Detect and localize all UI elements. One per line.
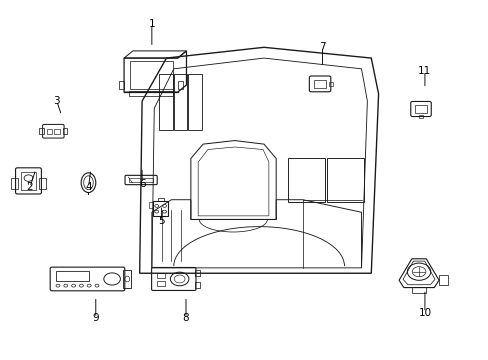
- Bar: [188, 74, 202, 130]
- Bar: [21, 172, 36, 190]
- Bar: [62, 129, 67, 134]
- Bar: [129, 91, 172, 96]
- Text: 4: 4: [85, 182, 92, 192]
- Bar: [159, 74, 172, 130]
- Bar: [173, 74, 187, 130]
- Bar: [129, 178, 153, 182]
- Text: 10: 10: [418, 308, 430, 318]
- Text: 3: 3: [53, 96, 60, 106]
- Bar: [194, 270, 200, 276]
- Text: 9: 9: [92, 313, 99, 323]
- Bar: [194, 282, 200, 288]
- Bar: [157, 273, 164, 278]
- Bar: [288, 158, 325, 202]
- Bar: [46, 129, 52, 134]
- Bar: [418, 115, 423, 118]
- Text: 7: 7: [319, 42, 325, 52]
- Bar: [119, 81, 124, 89]
- Bar: [56, 271, 89, 282]
- Bar: [328, 82, 332, 86]
- Bar: [314, 80, 325, 88]
- Bar: [177, 81, 182, 89]
- Bar: [327, 158, 363, 202]
- Bar: [11, 178, 18, 189]
- Bar: [157, 281, 164, 285]
- Bar: [130, 61, 172, 89]
- Bar: [54, 129, 60, 134]
- Bar: [153, 201, 168, 216]
- Text: 11: 11: [417, 66, 430, 76]
- Text: 2: 2: [26, 182, 33, 192]
- Bar: [438, 275, 447, 285]
- Text: 1: 1: [148, 19, 155, 29]
- Bar: [149, 202, 153, 208]
- Bar: [39, 129, 44, 134]
- Bar: [411, 287, 425, 293]
- Bar: [414, 105, 426, 113]
- Text: 8: 8: [183, 313, 189, 323]
- Text: 6: 6: [139, 179, 145, 189]
- Bar: [123, 270, 131, 288]
- Text: 5: 5: [158, 216, 164, 226]
- Bar: [40, 178, 46, 189]
- Bar: [158, 198, 163, 201]
